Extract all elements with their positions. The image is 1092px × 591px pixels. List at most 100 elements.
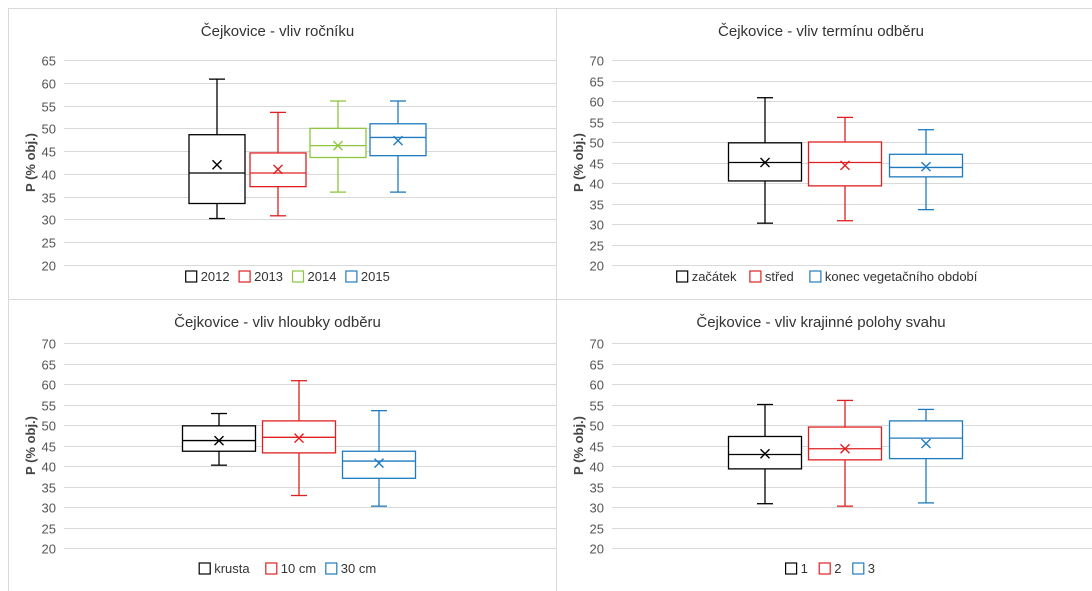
box-plot-termin-odberu: Čejkovice - vliv termínu odběru 20 25 30 35 4… — [571, 23, 1092, 284]
box-series-1 — [727, 403, 803, 505]
legend-swatch — [325, 562, 338, 575]
legend-swatch — [749, 270, 762, 283]
y-tick-label: 25 — [590, 239, 604, 254]
box-iqr — [888, 420, 964, 460]
y-tick-label: 55 — [590, 399, 604, 414]
y-axis-label: P (% obj.) — [571, 133, 586, 192]
mean-marker — [840, 443, 850, 454]
legend-label: 1 — [801, 561, 808, 576]
box-series-3 — [888, 408, 964, 504]
y-tick-label: 60 — [590, 95, 604, 110]
legend-label: 2013 — [254, 269, 283, 284]
legend-label: začátek — [692, 269, 737, 284]
legend-label: 2015 — [361, 269, 390, 284]
box-series-2014 — [309, 100, 367, 193]
legend-swatch — [291, 270, 305, 283]
chart-panel-termin-odberu: Čejkovice - vliv termínu odběru 20 25 30 35 4… — [556, 8, 1092, 300]
legend: krusta 10 cm 30 cm — [198, 561, 376, 576]
y-tick-label: 35 — [590, 481, 604, 496]
box-iqr — [188, 134, 246, 205]
y-tick-label: 70 — [590, 337, 604, 352]
y-tick-label: 35 — [42, 191, 56, 206]
y-tick-label: 60 — [42, 378, 56, 393]
y-tick-label: 20 — [42, 542, 56, 557]
y-tick-label: 50 — [42, 122, 56, 137]
y-tick-label: 50 — [42, 419, 56, 434]
y-tick-label: 20 — [590, 542, 604, 557]
y-tick-label: 25 — [42, 236, 56, 251]
chart-panel-poloha-svahu: Čejkovice - vliv krajinné polohy svahu 20… — [556, 299, 1092, 591]
legend-swatch — [185, 270, 198, 283]
box-plot-poloha-svahu: Čejkovice - vliv krajinné polohy svahu 20… — [571, 314, 1092, 576]
y-tick-label: 55 — [590, 116, 604, 131]
y-tick-label: 40 — [590, 460, 604, 475]
box-iqr — [888, 153, 964, 178]
legend-label: 2 — [834, 561, 841, 576]
mean-marker — [760, 157, 770, 168]
y-tick-label: 70 — [590, 54, 604, 69]
y-tick-label: 50 — [590, 419, 604, 434]
chart-panel-rocnik: Čejkovice - vliv ročníku 20 25 30 35 40 45 50 55… — [8, 8, 557, 300]
chart-panel-hloubka-odberu: Čejkovice - vliv hloubky odběru 20 25 30 35 4… — [8, 299, 557, 591]
y-tick-label: 55 — [42, 100, 56, 115]
y-tick-label: 40 — [42, 168, 56, 183]
y-tick-label: 65 — [590, 358, 604, 373]
box-iqr — [807, 141, 883, 187]
legend-swatch — [238, 270, 251, 283]
chart-title: Čejkovice - vliv ročníku — [201, 23, 354, 40]
y-axis-label: P (% obj.) — [23, 133, 38, 192]
mean-marker — [333, 140, 343, 151]
y-tick-label: 40 — [590, 177, 604, 192]
legend-swatch — [818, 562, 831, 575]
y-tick-label: 30 — [42, 501, 56, 516]
y-tick-label: 30 — [590, 501, 604, 516]
legend-swatch — [809, 270, 822, 283]
y-tick-label: 25 — [42, 522, 56, 537]
chart-title: Čejkovice - vliv krajinné polohy svahu — [696, 314, 945, 331]
y-tick-label: 60 — [42, 77, 56, 92]
y-tick-label: 55 — [42, 399, 56, 414]
y-tick-label: 20 — [42, 259, 56, 274]
y-tick-label: 60 — [590, 378, 604, 393]
y-tick-label: 35 — [590, 198, 604, 213]
y-tick-label: 65 — [42, 358, 56, 373]
chart-title: Čejkovice - vliv hloubky odběru — [174, 314, 381, 331]
y-tick-label: 30 — [42, 213, 56, 228]
mean-marker — [294, 433, 304, 444]
box-series-2012 — [188, 78, 246, 220]
y-tick-label: 50 — [590, 136, 604, 151]
y-tick-label: 45 — [590, 157, 604, 172]
mean-marker — [273, 164, 283, 175]
box-series-2 — [807, 399, 883, 507]
box-series-začátek — [727, 97, 803, 224]
legend: 2012 2013 2014 2015 — [185, 269, 390, 284]
y-tick-label: 30 — [590, 218, 604, 233]
mean-marker — [212, 159, 222, 170]
box-series-2013 — [249, 111, 307, 217]
box-series-střed — [807, 116, 883, 222]
box-plot-rocnik: Čejkovice - vliv ročníku 20 25 30 35 40 45 50 55… — [23, 23, 556, 284]
legend-swatch — [785, 562, 798, 575]
y-tick-label: 20 — [590, 259, 604, 274]
box-series-30-cm — [341, 410, 417, 507]
legend-swatch — [852, 562, 865, 575]
legend-swatch — [345, 270, 358, 283]
box-series-10-cm — [261, 380, 337, 497]
y-tick-label: 65 — [590, 75, 604, 90]
y-axis-label: P (% obj.) — [23, 416, 38, 475]
box-iqr — [341, 450, 417, 479]
legend-label: střed — [765, 269, 794, 284]
chart-title: Čejkovice - vliv termínu odběru — [718, 23, 924, 40]
y-tick-label: 35 — [42, 481, 56, 496]
mean-marker — [921, 438, 931, 449]
legend-label: 3 — [868, 561, 875, 576]
box-plot-hloubka-odberu: Čejkovice - vliv hloubky odběru 20 25 30 35 4… — [23, 314, 556, 576]
box-series-2015 — [369, 100, 427, 193]
y-axis-label: P (% obj.) — [571, 416, 586, 475]
legend-swatch — [265, 562, 278, 575]
legend-label: krusta — [214, 561, 250, 576]
legend-swatch — [198, 562, 211, 575]
mean-marker — [374, 458, 384, 469]
y-tick-label: 70 — [42, 337, 56, 352]
box-series-konec-vegetačního-období — [888, 129, 964, 211]
